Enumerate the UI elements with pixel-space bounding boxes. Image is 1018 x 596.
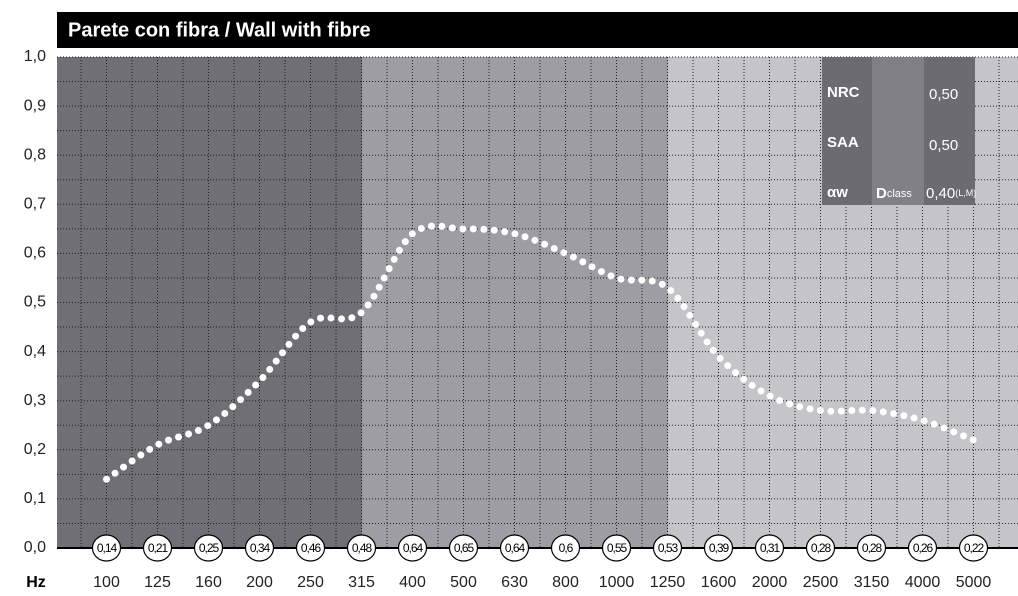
value-label: 0,28 <box>862 541 883 555</box>
info-label: SAA <box>827 134 859 151</box>
value-badge <box>499 534 530 562</box>
x-tick-label: 800 <box>552 574 579 591</box>
value-label: 0,64 <box>403 541 424 555</box>
y-tick-label: 0,2 <box>24 441 46 458</box>
y-tick-label: 0,3 <box>24 392 46 409</box>
x-tick-label: 1600 <box>701 574 737 591</box>
y-tick-label: 0,5 <box>24 294 46 311</box>
y-tick-label: 0,4 <box>24 343 46 360</box>
value-label: 0,22 <box>964 541 985 555</box>
x-axis-label: Hz <box>26 574 46 591</box>
info-label: NRC <box>827 84 860 101</box>
value-badge <box>958 534 989 562</box>
value-label: 0,25 <box>199 541 220 555</box>
value-label: 0,26 <box>913 541 934 555</box>
y-tick-label: 1,0 <box>24 48 46 65</box>
x-tick-label: 100 <box>93 574 120 591</box>
value-badge <box>346 534 377 562</box>
band-low <box>57 57 362 548</box>
info-value: 0,40(L,M) <box>926 185 976 202</box>
value-badge <box>397 534 428 562</box>
value-label: 0,34 <box>250 541 271 555</box>
x-tick-label: 500 <box>450 574 477 591</box>
class-sub: class <box>887 188 913 200</box>
y-tick-label: 0,8 <box>24 146 46 163</box>
y-tick-label: 0,9 <box>24 97 46 114</box>
info-col <box>822 57 872 205</box>
info-label: αw <box>827 184 848 201</box>
value-label: 0,53 <box>658 541 679 555</box>
title-bar <box>57 12 1018 48</box>
value-badge <box>193 534 224 562</box>
x-tick-label: 3150 <box>854 574 890 591</box>
class-value-sub: (L,M) <box>955 188 976 198</box>
value-label: 0,31 <box>760 541 781 555</box>
value-label: 0,46 <box>301 541 322 555</box>
value-badge <box>244 534 275 562</box>
value-label: 0,21 <box>148 541 169 555</box>
value-badge <box>907 534 938 562</box>
x-tick-label: 125 <box>144 574 171 591</box>
y-tick-label: 0,1 <box>24 490 46 507</box>
value-badge <box>754 534 785 562</box>
x-tick-label: 1000 <box>599 574 635 591</box>
value-label: 0,64 <box>505 541 526 555</box>
y-tick-label: 0,6 <box>24 245 46 262</box>
x-tick-label: 1250 <box>650 574 686 591</box>
x-tick-label: 5000 <box>956 574 992 591</box>
data-line <box>103 222 977 483</box>
value-badge <box>550 534 581 562</box>
value-badge <box>805 534 836 562</box>
info-col <box>872 57 924 205</box>
x-tick-label: 2500 <box>803 574 839 591</box>
x-tick-label: 630 <box>501 574 528 591</box>
y-tick-label: 0,7 <box>24 196 46 213</box>
class-main: D <box>876 185 887 202</box>
class-value: 0,40 <box>926 185 955 202</box>
value-label: 0,14 <box>97 541 118 555</box>
value-label: 0,65 <box>454 541 475 555</box>
value-label: 0,39 <box>709 541 730 555</box>
x-tick-label: 200 <box>246 574 273 591</box>
x-tick-label: 2000 <box>752 574 788 591</box>
value-badge <box>91 534 122 562</box>
value-badge <box>142 534 173 562</box>
x-tick-label: 160 <box>195 574 222 591</box>
value-label: 0,6 <box>559 541 574 555</box>
x-tick-label: 400 <box>399 574 426 591</box>
info-value: 0,50 <box>929 137 958 154</box>
value-badge <box>601 534 632 562</box>
x-tick-label: 4000 <box>905 574 941 591</box>
value-badge <box>295 534 326 562</box>
value-label: 0,55 <box>607 541 628 555</box>
x-tick-label: 315 <box>348 574 375 591</box>
value-badge <box>703 534 734 562</box>
value-badge <box>448 534 479 562</box>
info-col <box>924 57 975 205</box>
value-label: 0,48 <box>352 541 373 555</box>
value-badge <box>856 534 887 562</box>
y-tick-label: 0,0 <box>24 539 46 556</box>
value-label: 0,28 <box>811 541 832 555</box>
info-label: Dclass <box>876 185 912 202</box>
chart-title: Parete con fibra / Wall with fibre <box>68 19 371 41</box>
x-tick-label: 250 <box>297 574 324 591</box>
info-value: 0,50 <box>929 86 958 103</box>
value-badge <box>652 534 683 562</box>
